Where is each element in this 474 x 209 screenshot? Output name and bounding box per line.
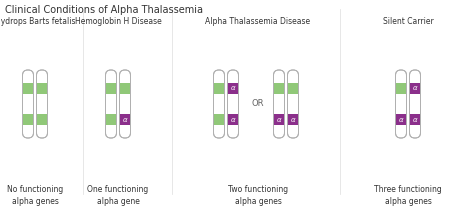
FancyBboxPatch shape — [273, 70, 284, 138]
Bar — [106, 114, 117, 125]
FancyBboxPatch shape — [395, 70, 407, 138]
Bar — [410, 83, 420, 94]
FancyBboxPatch shape — [288, 70, 299, 138]
Text: Three functioning
alpha genes: Three functioning alpha genes — [374, 185, 442, 206]
Bar — [273, 114, 284, 125]
Bar — [228, 114, 238, 125]
Bar — [288, 114, 299, 125]
FancyBboxPatch shape — [36, 70, 47, 138]
Bar — [395, 114, 407, 125]
Text: Clinical Conditions of Alpha Thalassemia: Clinical Conditions of Alpha Thalassemia — [5, 5, 203, 15]
FancyBboxPatch shape — [410, 70, 420, 138]
Text: α: α — [413, 85, 417, 92]
FancyBboxPatch shape — [22, 70, 34, 138]
FancyBboxPatch shape — [228, 70, 238, 138]
FancyBboxPatch shape — [106, 70, 117, 138]
Bar — [395, 83, 407, 94]
Bar — [213, 83, 225, 94]
Text: Two functioning
alpha genes: Two functioning alpha genes — [228, 185, 288, 206]
FancyBboxPatch shape — [119, 70, 130, 138]
Bar — [36, 83, 47, 94]
Text: α: α — [413, 116, 417, 122]
Text: α: α — [231, 116, 235, 122]
Bar — [410, 114, 420, 125]
Text: Hydrops Barts fetalis: Hydrops Barts fetalis — [0, 17, 75, 26]
Bar — [36, 114, 47, 125]
Text: One functioning
alpha gene: One functioning alpha gene — [87, 185, 149, 206]
Bar — [119, 114, 130, 125]
Text: α: α — [399, 116, 403, 122]
Bar — [288, 83, 299, 94]
Bar — [213, 114, 225, 125]
Text: OR: OR — [252, 99, 264, 108]
Text: α: α — [291, 116, 295, 122]
Bar — [273, 83, 284, 94]
Bar — [228, 83, 238, 94]
Text: Hemoglobin H Disease: Hemoglobin H Disease — [74, 17, 161, 26]
Text: α: α — [277, 116, 281, 122]
Text: Alpha Thalassemia Disease: Alpha Thalassemia Disease — [205, 17, 310, 26]
Bar — [106, 83, 117, 94]
Bar — [119, 83, 130, 94]
Bar — [22, 114, 34, 125]
Bar — [22, 83, 34, 94]
Text: α: α — [123, 116, 128, 122]
Text: α: α — [231, 85, 235, 92]
FancyBboxPatch shape — [213, 70, 225, 138]
Text: Silent Carrier: Silent Carrier — [383, 17, 433, 26]
Text: No functioning
alpha genes: No functioning alpha genes — [7, 185, 63, 206]
